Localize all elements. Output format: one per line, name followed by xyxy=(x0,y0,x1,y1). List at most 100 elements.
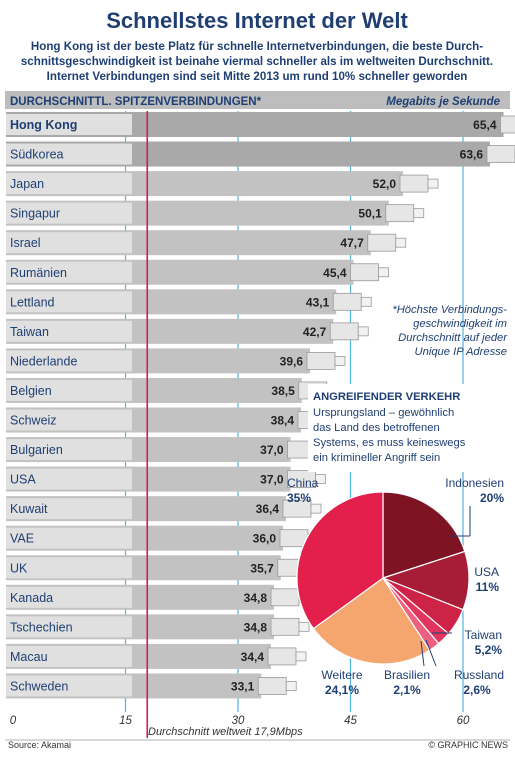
value-label: 36,0 xyxy=(253,532,277,546)
pie-subtitle-line-2: das Land des betroffenen xyxy=(313,422,440,434)
category-label: Bulgarien xyxy=(10,443,63,457)
value-label: 34,8 xyxy=(244,591,268,605)
category-label: Macau xyxy=(10,650,48,664)
value-label: 42,7 xyxy=(303,325,327,339)
value-label: 39,6 xyxy=(280,354,304,368)
bar-connector-tip xyxy=(311,504,321,513)
subtitle-line-1: Hong Kong ist der beste Platz für schnel… xyxy=(31,40,483,53)
reference-line-label: Durchschnitt weltweit 17,9Mbps xyxy=(148,726,303,738)
pie-value-usa: 11% xyxy=(476,580,500,594)
bar-connector xyxy=(400,175,428,192)
value-label: 43,1 xyxy=(306,295,330,309)
category-label: Rumänien xyxy=(10,266,67,280)
subtitle-line-3: Internet Verbindungen sind seit Mitte 20… xyxy=(47,70,468,83)
bar-connector-tip xyxy=(396,238,406,247)
bar-row: UK 35,7 xyxy=(6,555,316,580)
bar-connector xyxy=(271,618,299,635)
pie-value-russland: 2,6% xyxy=(463,683,491,697)
pie-value-indonesien: 20% xyxy=(480,491,504,505)
bar-row: Niederlande 39,6 xyxy=(6,348,345,373)
bar-chart-title: DURCHSCHNITTL. SPITZENVERBINDUNGEN* xyxy=(10,96,262,108)
bar-connector xyxy=(333,293,361,310)
value-label: 34,4 xyxy=(241,650,265,664)
category-label: Lettland xyxy=(10,295,55,309)
bar-row: Singapur 50,1 xyxy=(6,201,424,226)
category-label: Tschechien xyxy=(10,620,73,634)
footnote-line-4: Unique IP Adresse xyxy=(415,346,507,358)
bar-row: Lettland 43,1 xyxy=(6,289,371,314)
bar-connector-tip xyxy=(361,297,371,306)
pie-subtitle-line-3: Systems, es muss keineswegs xyxy=(313,437,466,449)
bar-connector-tip xyxy=(296,652,306,661)
value-label: 63,6 xyxy=(460,148,484,162)
bar-connector xyxy=(487,146,515,163)
bar-connector-tip xyxy=(286,681,296,690)
bar-row: Südkorea 63,6 xyxy=(6,142,515,167)
pie-label-taiwan: Taiwan xyxy=(465,628,502,642)
pie-value-taiwan: 5,2% xyxy=(475,643,503,657)
value-label: 35,7 xyxy=(250,561,274,575)
category-label: Taiwan xyxy=(10,325,49,339)
value-label: 45,4 xyxy=(323,266,347,280)
pie-subtitle-line-4: ein krimineller Angriff sein xyxy=(313,452,440,464)
pie-title: ANGREIFENDER VERKEHR xyxy=(313,391,460,403)
bar-connector-tip xyxy=(358,327,368,336)
category-label: Hong Kong xyxy=(10,118,77,132)
value-label: 47,7 xyxy=(340,236,364,250)
category-label: Kuwait xyxy=(10,502,48,516)
pie-layer xyxy=(297,492,469,664)
bar-connector xyxy=(268,648,296,665)
bar-connector-tip xyxy=(379,268,389,277)
category-label: Südkorea xyxy=(10,148,64,162)
value-label: 37,0 xyxy=(260,473,284,487)
bar-connector-tip xyxy=(299,622,309,631)
x-tick-label: 45 xyxy=(344,715,357,727)
category-label: Japan xyxy=(10,177,44,191)
bar-connector xyxy=(386,205,414,222)
value-label: 34,8 xyxy=(244,620,268,634)
bar-row: Japan 52,0 xyxy=(6,171,438,196)
bar-connector-tip xyxy=(335,356,345,365)
bar-connector xyxy=(330,323,358,340)
page-title: Schnellstes Internet der Welt xyxy=(106,8,408,33)
value-label: 52,0 xyxy=(373,177,397,191)
value-label: 38,4 xyxy=(271,414,295,428)
category-label: UK xyxy=(10,561,28,575)
bar-connector xyxy=(258,677,286,694)
footnote-line-3: Durchschnitt auf jeder xyxy=(398,332,508,344)
pie-label-russland: Russland xyxy=(454,668,504,682)
bar-connector xyxy=(307,352,335,369)
x-tick-label: 0 xyxy=(10,715,17,727)
footnote-line-1: *Höchste Verbindungs- xyxy=(392,304,507,316)
bar-row: Taiwan 42,7 xyxy=(6,319,368,344)
category-label: Schweden xyxy=(10,679,68,693)
pie-label-china: China xyxy=(287,476,319,490)
subtitle-line-2: schnittsgeschwindigkeit ist beinahe vier… xyxy=(21,55,493,68)
value-label: 50,1 xyxy=(358,207,382,221)
category-label: USA xyxy=(10,473,36,487)
category-label: Schweiz xyxy=(10,414,57,428)
bar-row: Tschechien 34,8 xyxy=(6,614,309,639)
footnote-line-2: geschwindigkeit im xyxy=(413,318,507,330)
category-label: Singapur xyxy=(10,207,60,221)
category-label: Belgien xyxy=(10,384,52,398)
bar-row: Macau 34,4 xyxy=(6,644,306,669)
bar-row: USA 37,0 xyxy=(6,467,326,492)
bar-connector xyxy=(351,264,379,281)
category-label: Niederlande xyxy=(10,354,77,368)
bar-connector-tip xyxy=(428,179,438,188)
pie-label-usa: USA xyxy=(474,565,499,579)
pie-subtitle-line-1: Ursprungsland – gewöhnlich xyxy=(313,407,454,419)
pie-value-china: 35% xyxy=(287,491,311,505)
pie-value-weitere: 24,1% xyxy=(325,683,359,697)
bar-row: Schweiz 38,4 xyxy=(6,408,336,433)
bar-chart-unit: Megabits je Sekunde xyxy=(386,96,500,108)
